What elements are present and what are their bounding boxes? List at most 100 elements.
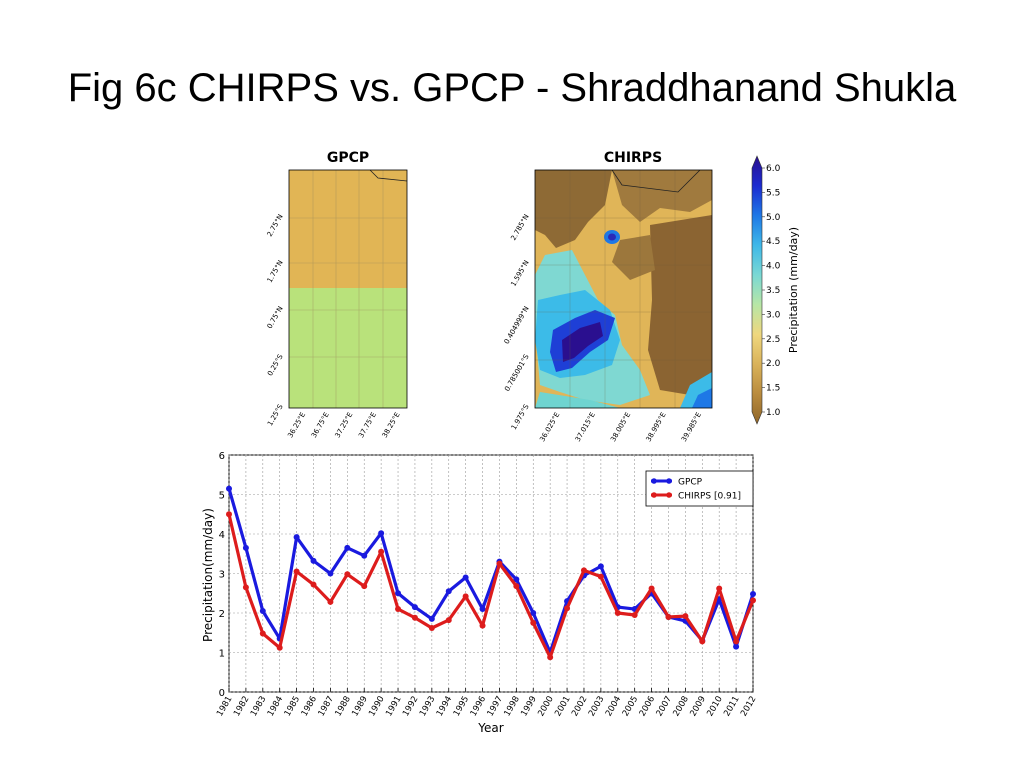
- data-point-chirps: [733, 638, 740, 645]
- data-point-chirps: [665, 613, 672, 620]
- x-tick-label: 2011: [722, 695, 741, 719]
- chirps-lat-label: 1.975°S: [510, 403, 531, 432]
- x-tick-label: 2009: [688, 695, 707, 719]
- chirps-map-title: CHIRPS: [604, 150, 662, 166]
- y-tick-label: 1: [219, 649, 225, 660]
- data-point-chirps: [259, 630, 266, 637]
- chirps-lon-label: 38.995°E: [645, 411, 668, 443]
- x-tick-label: 1996: [469, 695, 488, 719]
- gpcp-lat-label: 0.75°N: [266, 305, 285, 330]
- data-point-chirps: [564, 605, 571, 612]
- data-point-gpcp: [242, 544, 249, 551]
- chirps-lat-label: 0.404999°N: [503, 305, 531, 345]
- x-tick-labels: 1981198219831984198519861987198819891990…: [215, 695, 758, 719]
- data-point-gpcp: [361, 552, 368, 559]
- data-point-gpcp: [395, 590, 402, 597]
- x-tick-label: 2003: [587, 695, 606, 719]
- data-point-gpcp: [428, 615, 435, 622]
- data-point-gpcp: [479, 606, 486, 613]
- gpcp-lon-label: 36.75°E: [310, 411, 331, 439]
- colorbar-tick-label: 4.5: [766, 237, 780, 247]
- x-tick-label: 1982: [232, 695, 251, 719]
- data-point-gpcp: [462, 574, 469, 581]
- y-axis-label: Precipitation(mm/day): [201, 508, 215, 642]
- chirps-lat-label: 2.785°N: [509, 213, 530, 242]
- colorbar-tick-label: 4.0: [766, 262, 781, 272]
- data-point-gpcp: [344, 544, 351, 551]
- data-point-gpcp: [259, 608, 266, 615]
- chirps-lon-label: 38.005°E: [609, 411, 632, 443]
- y-tick-label: 0: [219, 688, 225, 699]
- data-point-chirps: [614, 610, 621, 616]
- gpcp-lon-labels: 36.25°E 36.75°E 37.25°E 37.75°E 38.25°E: [286, 411, 401, 439]
- colorbar-tick-label: 1.5: [766, 384, 780, 394]
- x-tick-label: 2002: [570, 695, 589, 719]
- colorbar-tick-label: 6.0: [766, 164, 781, 174]
- data-point-chirps: [395, 606, 402, 613]
- x-tick-label: 1985: [283, 695, 302, 719]
- data-point-chirps: [411, 614, 418, 621]
- data-point-chirps: [327, 598, 334, 605]
- x-tick-label: 2010: [705, 695, 724, 719]
- data-point-chirps: [750, 597, 756, 604]
- colorbar-tick-label: 3.0: [766, 310, 781, 320]
- data-point-chirps: [547, 654, 554, 661]
- y-tick-label: 4: [219, 530, 225, 541]
- chirps-lon-label: 37.015°E: [574, 411, 597, 443]
- data-point-chirps: [344, 571, 351, 578]
- data-point-chirps: [648, 585, 655, 592]
- gpcp-map: GPCP 2.75°N 1.75°N 0.75°N 0.25°S 1.25°S 36.2…: [266, 150, 408, 439]
- data-point-gpcp: [293, 534, 300, 541]
- data-point-chirps: [513, 583, 520, 590]
- data-point-chirps: [496, 560, 503, 567]
- colorbar: 6.0 5.5 5.0 4.5 4.0 3.5 3.0 2.5 2.0 1.5 1.0 Precip…: [751, 155, 800, 425]
- data-point-chirps: [310, 581, 317, 588]
- chirps-lon-label: 39.985°E: [680, 411, 703, 443]
- colorbar-tick-label: 1.0: [766, 408, 781, 418]
- gpcp-lon-label: 36.25°E: [286, 411, 307, 439]
- x-tick-label: 2006: [638, 695, 657, 719]
- data-point-chirps: [682, 613, 689, 620]
- legend: GPCP CHIRPS [0.91]: [645, 470, 754, 507]
- series-layer: [226, 485, 756, 661]
- gpcp-gridlines: [289, 170, 407, 408]
- data-point-gpcp: [378, 530, 385, 537]
- chirps-lon-label: 36.025°E: [538, 411, 561, 443]
- colorbar-tick-label: 2.0: [766, 359, 781, 369]
- data-point-chirps: [580, 567, 587, 574]
- data-point-chirps: [226, 511, 232, 518]
- x-tick-label: 2000: [536, 695, 555, 719]
- x-tick-label: 1995: [452, 695, 471, 719]
- x-tick-label: 1986: [300, 695, 319, 719]
- gpcp-wet-region: [289, 288, 407, 408]
- x-tick-label: 1990: [367, 695, 386, 719]
- data-point-chirps: [361, 583, 368, 590]
- data-point-chirps: [428, 625, 435, 632]
- colorbar-ticks: 6.0 5.5 5.0 4.5 4.0 3.5 3.0 2.5 2.0 1.5 1.0: [762, 164, 781, 418]
- x-tick-label: 1988: [333, 695, 352, 719]
- gpcp-map-frame: [288, 169, 408, 409]
- gpcp-map-title: GPCP: [327, 150, 369, 166]
- data-point-chirps: [479, 622, 486, 629]
- series-line-chirps: [227, 513, 755, 659]
- colorbar-bar: [751, 155, 763, 425]
- x-tick-label: 1991: [384, 695, 403, 719]
- colorbar-tick-label: 5.5: [766, 188, 780, 198]
- x-tick-label: 2004: [604, 695, 623, 719]
- x-tick-label: 1993: [418, 695, 437, 719]
- x-tick-label: 2005: [621, 695, 640, 719]
- data-point-chirps: [242, 584, 249, 591]
- data-point-chirps: [716, 585, 723, 592]
- data-point-gpcp: [597, 563, 604, 570]
- colorbar-label: Precipitation (mm/day): [787, 227, 800, 353]
- gpcp-lon-label: 38.25°E: [381, 411, 402, 439]
- gpcp-dry-region: [289, 170, 407, 288]
- chirps-lat-label: 1.595°N: [509, 259, 530, 288]
- data-point-gpcp: [530, 610, 537, 616]
- x-tick-label: 1994: [435, 695, 454, 719]
- legend-label: GPCP: [678, 478, 703, 488]
- data-point-gpcp: [226, 485, 232, 492]
- data-point-gpcp: [327, 570, 334, 577]
- y-tick-label: 2: [219, 609, 225, 620]
- data-point-chirps: [597, 573, 604, 580]
